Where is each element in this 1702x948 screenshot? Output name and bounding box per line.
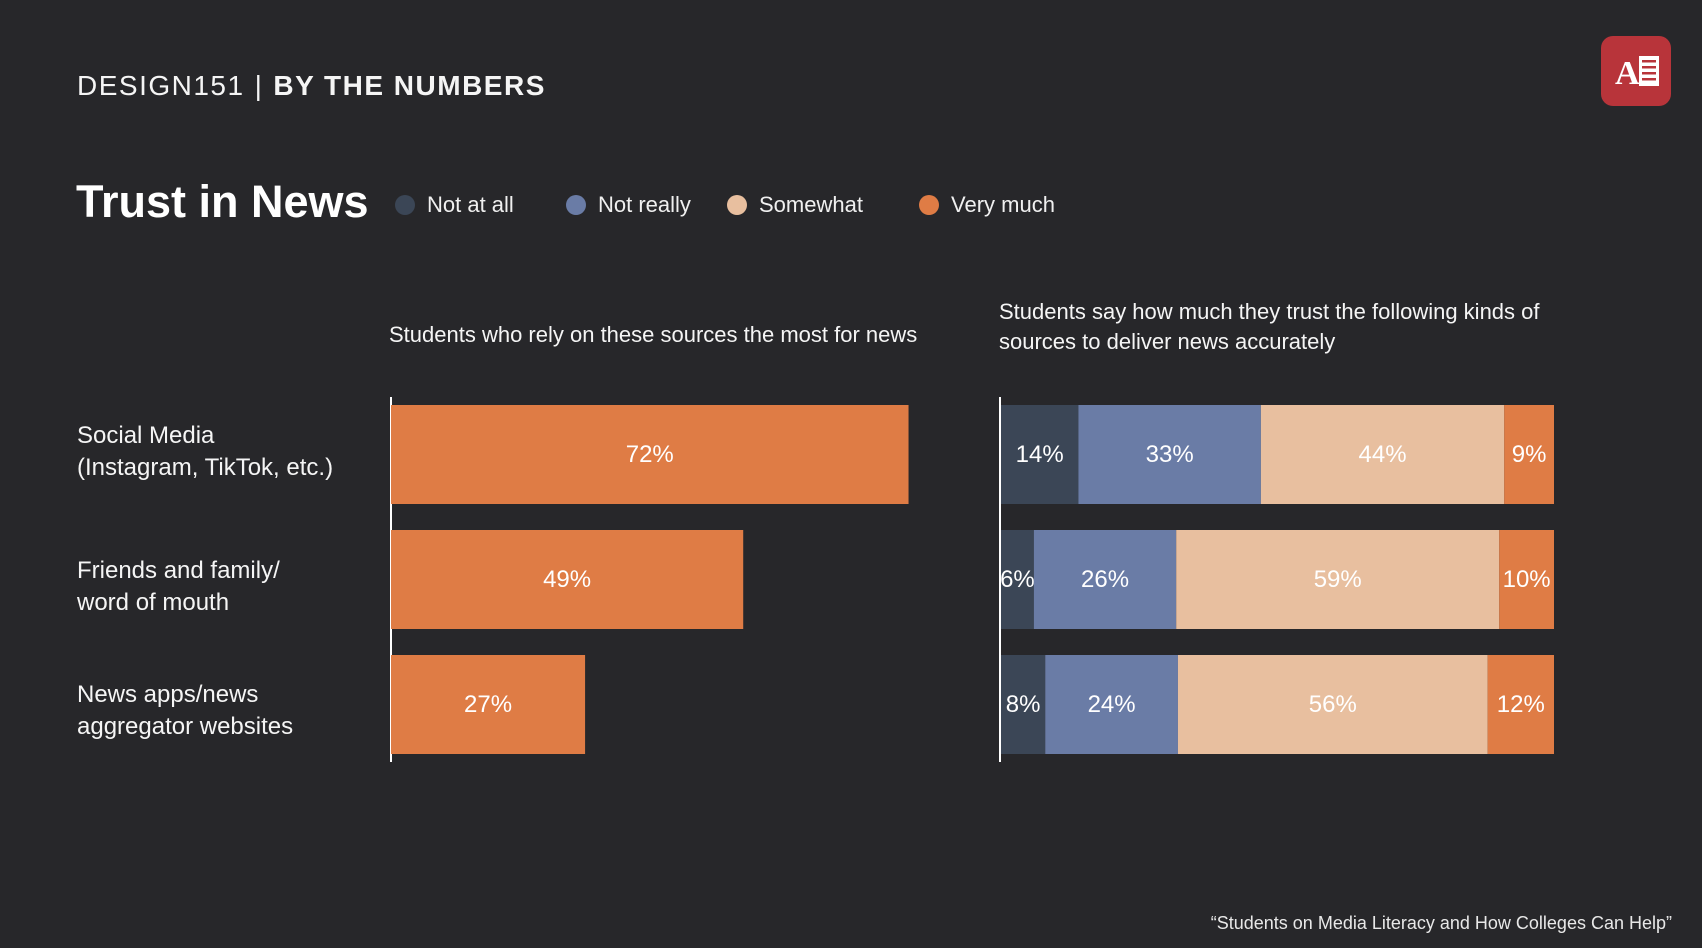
legend-not-really: Not really — [566, 190, 691, 220]
row-label-line2: word of mouth — [77, 589, 230, 616]
newspaper-logo-icon: A — [1601, 36, 1671, 106]
legend-label: Not really — [598, 192, 691, 217]
stack-label-2-0: 44% — [1359, 441, 1407, 468]
brand-text: DESIGN151 — [77, 70, 245, 101]
row-label-friends-family: Friends and family/ word of mouth — [77, 555, 280, 619]
stack-label-1-1: 26% — [1081, 566, 1129, 593]
source-citation: “Students on Media Literacy and How Coll… — [1210, 913, 1672, 933]
stack-label-3-1: 10% — [1503, 566, 1551, 593]
legend-very-much: Very much — [919, 190, 1055, 220]
row-label-news-apps: News apps/news aggregator websites — [77, 679, 293, 743]
legend-label: Somewhat — [759, 192, 863, 217]
bar-rely-1 — [391, 530, 744, 629]
stack-seg-0-1 — [1001, 530, 1034, 629]
stack-seg-3-0 — [1504, 405, 1554, 504]
legend-label: Very much — [951, 192, 1055, 217]
stack-seg-0-2 — [1001, 655, 1046, 754]
right-subtitle-line1: Students say how much they trust the fol… — [999, 299, 1540, 324]
bar-rely-2 — [391, 655, 586, 754]
bar-label-rely-1: 49% — [543, 566, 591, 593]
svg-text:A: A — [1615, 55, 1640, 92]
stack-seg-0-0 — [1001, 405, 1079, 504]
legend-not-at-all: Not at all — [395, 190, 514, 220]
stack-seg-1-1 — [1033, 530, 1177, 629]
header-separator: | — [254, 70, 264, 101]
legend-label: Not at all — [427, 192, 514, 217]
right-chart-subtitle: Students say how much they trust the fol… — [999, 297, 1619, 357]
bar-label-rely-2: 27% — [464, 691, 512, 718]
legend-somewhat: Somewhat — [727, 190, 863, 220]
legend-dot-not-at-all — [395, 195, 415, 215]
stack-seg-2-1 — [1176, 530, 1500, 629]
stack-label-0-2: 8% — [1006, 691, 1041, 718]
row-label-line2: (Instagram, TikTok, etc.) — [77, 454, 334, 481]
row-label-social-media: Social Media (Instagram, TikTok, etc.) — [77, 420, 333, 484]
row-label-line1: Friends and family/ — [77, 557, 280, 584]
stack-seg-2-0 — [1260, 405, 1505, 504]
stack-label-3-0: 9% — [1512, 441, 1547, 468]
legend-dot-not-really — [566, 195, 586, 215]
stack-label-2-2: 56% — [1309, 691, 1357, 718]
stack-label-1-2: 24% — [1088, 691, 1136, 718]
page-header: DESIGN151 | BY THE NUMBERS — [77, 70, 546, 102]
stack-seg-1-2 — [1045, 655, 1178, 754]
row-label-line1: Social Media — [77, 422, 215, 449]
stack-label-1-0: 33% — [1146, 441, 1194, 468]
right-subtitle-line2: sources to deliver news accurately — [999, 329, 1336, 354]
stack-label-2-1: 59% — [1314, 566, 1362, 593]
stack-seg-3-2 — [1487, 655, 1554, 754]
row-label-line1: News apps/news — [77, 681, 259, 708]
stack-label-3-2: 12% — [1497, 691, 1545, 718]
stack-label-0-0: 14% — [1016, 441, 1064, 468]
left-chart-subtitle: Students who rely on these sources the m… — [389, 322, 918, 347]
stack-seg-2-2 — [1177, 655, 1488, 754]
row-label-line2: aggregator websites — [77, 713, 294, 740]
stack-label-0-1: 6% — [1000, 566, 1035, 593]
bar-label-rely-0: 72% — [626, 441, 674, 468]
section-text: BY THE NUMBERS — [273, 70, 546, 101]
chart-title: Trust in News — [76, 176, 369, 227]
bar-rely-0 — [391, 405, 909, 504]
stack-seg-1-0 — [1078, 405, 1261, 504]
stack-seg-3-1 — [1499, 530, 1554, 629]
legend-dot-very-much — [919, 195, 939, 215]
legend-dot-somewhat — [727, 195, 747, 215]
